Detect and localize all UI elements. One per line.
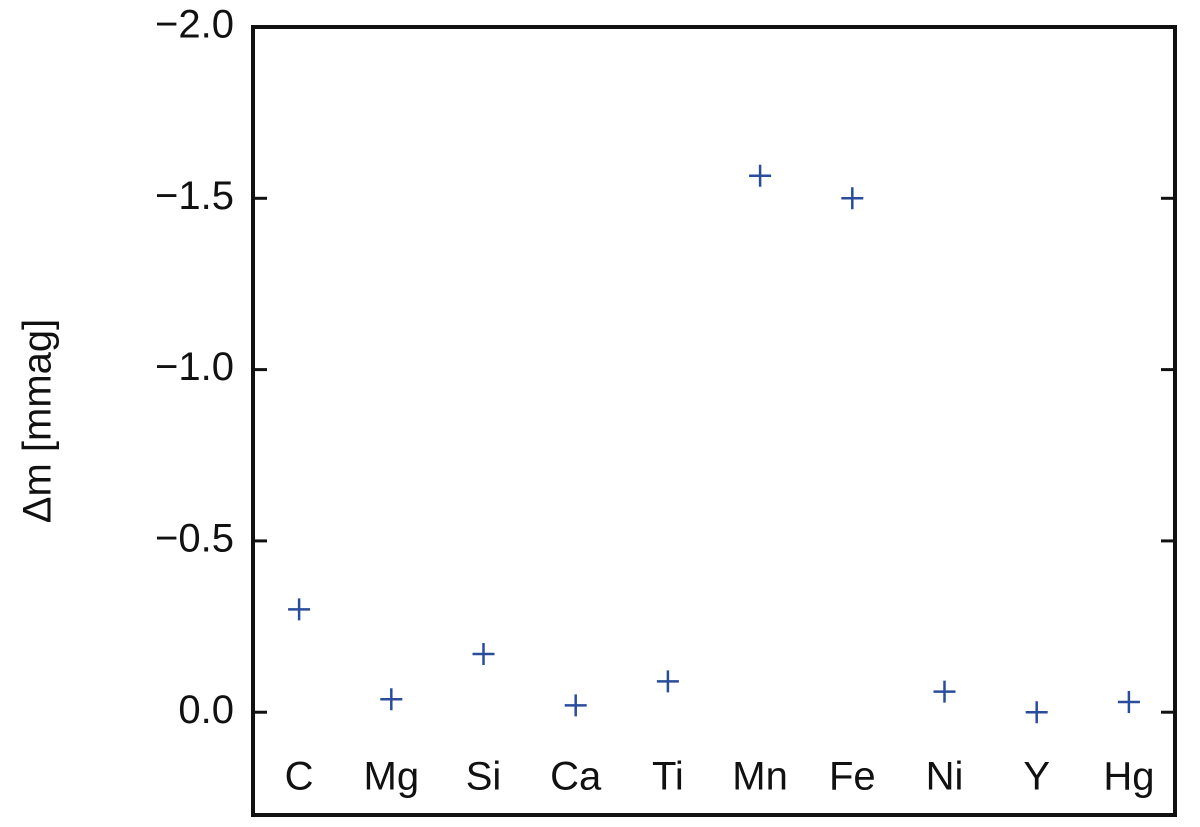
x-tick-label: Fe xyxy=(829,755,876,799)
x-tick-label: C xyxy=(285,755,314,799)
marker xyxy=(472,642,495,665)
marker xyxy=(656,670,679,693)
x-tick-label: Ca xyxy=(550,755,602,799)
marker xyxy=(288,598,311,621)
y-tick-label: 0.0 xyxy=(178,688,234,732)
marker xyxy=(749,164,772,187)
x-tick-label: Hg xyxy=(1103,755,1154,799)
x-tick-label: Mg xyxy=(364,755,420,799)
x-tick-label: Y xyxy=(1023,755,1050,799)
marker xyxy=(564,694,587,717)
marker xyxy=(933,680,956,703)
marker xyxy=(841,187,864,210)
x-tick-label: Si xyxy=(466,755,502,799)
y-tick-label: −2.0 xyxy=(155,3,234,47)
marker xyxy=(1117,690,1140,713)
y-tick-label: −1.5 xyxy=(155,174,234,218)
x-tick-label: Ti xyxy=(652,755,684,799)
y-tick-label: −1.0 xyxy=(155,345,234,389)
plot-frame xyxy=(251,25,1177,817)
marker xyxy=(380,688,403,711)
y-axis-label: Δm [mmag] xyxy=(16,319,60,524)
marker xyxy=(1025,701,1048,724)
y-tick-label: −0.5 xyxy=(155,516,234,560)
x-tick-label: Ni xyxy=(926,755,964,799)
x-tick-label: Mn xyxy=(732,755,788,799)
